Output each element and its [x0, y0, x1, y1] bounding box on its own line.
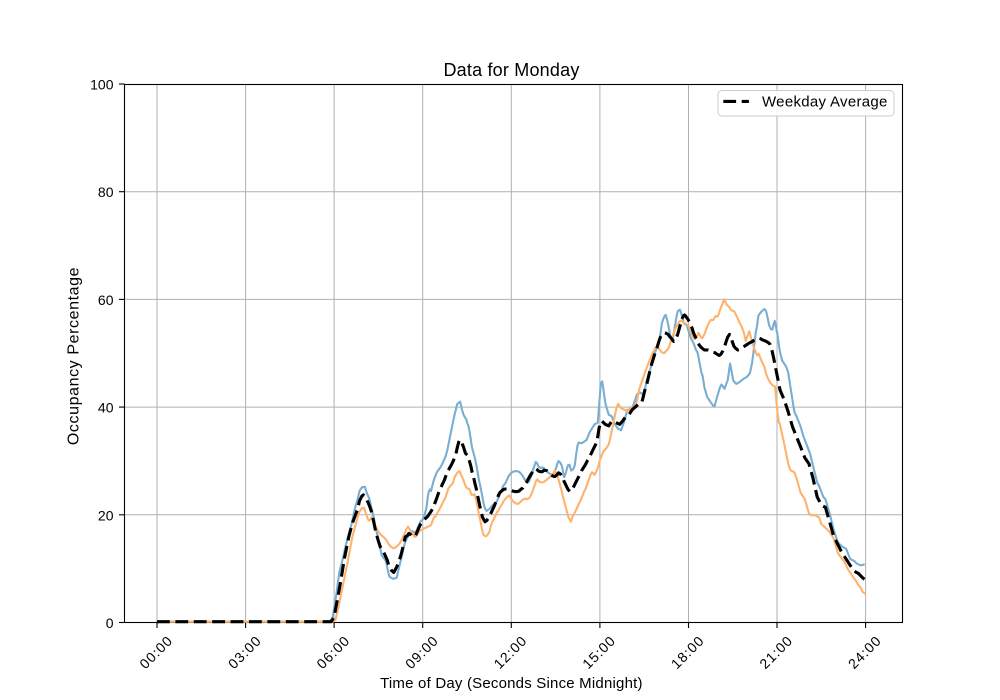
svg-text:Occupancy Percentage: Occupancy Percentage	[66, 267, 83, 445]
svg-text:100: 100	[90, 77, 114, 93]
svg-text:60: 60	[98, 292, 114, 308]
svg-text:0: 0	[106, 615, 114, 631]
svg-text:Time of Day (Seconds Since Mid: Time of Day (Seconds Since Midnight)	[380, 675, 643, 692]
svg-text:20: 20	[98, 507, 114, 523]
svg-text:Weekday Average: Weekday Average	[762, 93, 888, 110]
svg-text:80: 80	[98, 184, 114, 200]
svg-text:40: 40	[98, 400, 114, 416]
svg-text:Data for Monday: Data for Monday	[443, 60, 579, 80]
